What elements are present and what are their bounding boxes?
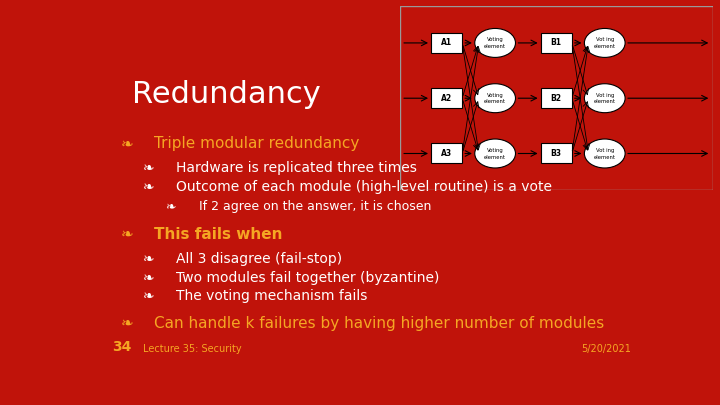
FancyBboxPatch shape	[431, 88, 462, 108]
FancyBboxPatch shape	[541, 33, 572, 53]
Text: Vot ing: Vot ing	[595, 37, 614, 42]
Text: Hardware is replicated three times: Hardware is replicated three times	[176, 161, 418, 175]
Text: B1: B1	[551, 38, 562, 47]
FancyBboxPatch shape	[541, 143, 572, 164]
Text: 34: 34	[112, 339, 132, 354]
Text: The voting mechanism fails: The voting mechanism fails	[176, 289, 368, 303]
Text: ❧: ❧	[143, 271, 155, 286]
Text: A2: A2	[441, 94, 452, 103]
Text: Voting: Voting	[487, 148, 503, 153]
Text: element: element	[484, 99, 506, 104]
Text: Vot ing: Vot ing	[595, 93, 614, 98]
Ellipse shape	[585, 84, 625, 113]
Text: B2: B2	[551, 94, 562, 103]
Text: element: element	[594, 44, 616, 49]
FancyBboxPatch shape	[431, 33, 462, 53]
Ellipse shape	[474, 84, 516, 113]
Text: element: element	[484, 155, 506, 160]
Text: If 2 agree on the answer, it is chosen: If 2 agree on the answer, it is chosen	[199, 200, 431, 213]
Text: Voting: Voting	[487, 93, 503, 98]
FancyBboxPatch shape	[541, 88, 572, 108]
Text: ❧: ❧	[143, 180, 155, 194]
Text: Voting: Voting	[487, 37, 503, 42]
Text: Redundancy: Redundancy	[132, 80, 320, 109]
Text: A1: A1	[441, 38, 452, 47]
Text: ❧: ❧	[143, 289, 155, 303]
Text: Can handle k failures by having higher number of modules: Can handle k failures by having higher n…	[154, 316, 604, 331]
Text: ❧: ❧	[121, 316, 133, 331]
Text: Lecture 35: Security: Lecture 35: Security	[143, 343, 242, 354]
Text: Triple modular redundancy: Triple modular redundancy	[154, 136, 359, 151]
Ellipse shape	[474, 28, 516, 58]
Text: 5/20/2021: 5/20/2021	[581, 343, 631, 354]
Text: Two modules fail together (byzantine): Two modules fail together (byzantine)	[176, 271, 440, 286]
Text: ❧: ❧	[166, 200, 176, 213]
Text: element: element	[594, 99, 616, 104]
Text: B3: B3	[551, 149, 562, 158]
Text: ❧: ❧	[143, 252, 155, 266]
Text: All 3 disagree (fail-stop): All 3 disagree (fail-stop)	[176, 252, 343, 266]
Ellipse shape	[474, 139, 516, 168]
Ellipse shape	[585, 139, 625, 168]
Text: element: element	[484, 44, 506, 49]
Text: ❧: ❧	[143, 161, 155, 175]
Text: A3: A3	[441, 149, 452, 158]
Text: This fails when: This fails when	[154, 227, 283, 242]
Text: element: element	[594, 155, 616, 160]
FancyBboxPatch shape	[431, 143, 462, 164]
Text: Vot ing: Vot ing	[595, 148, 614, 153]
Text: ❧: ❧	[121, 136, 133, 151]
Ellipse shape	[585, 28, 625, 58]
Text: Outcome of each module (high-level routine) is a vote: Outcome of each module (high-level routi…	[176, 180, 552, 194]
Text: ❧: ❧	[121, 227, 133, 242]
